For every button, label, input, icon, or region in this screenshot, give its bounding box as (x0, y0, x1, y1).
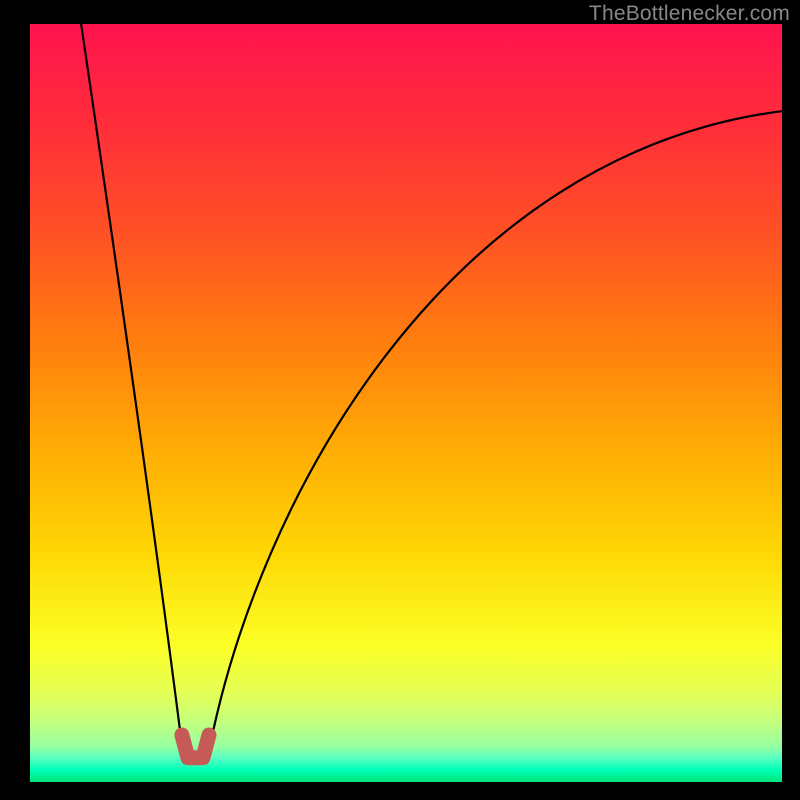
chart-stage: TheBottlenecker.com (0, 0, 800, 800)
watermark-label: TheBottlenecker.com (589, 2, 790, 26)
plot-svg (0, 0, 800, 800)
